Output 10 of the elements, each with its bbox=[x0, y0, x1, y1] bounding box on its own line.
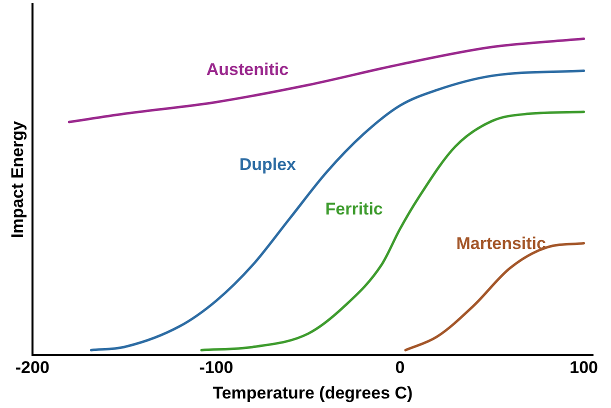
series-label: Austenitic bbox=[206, 60, 289, 80]
x-axis-title: Temperature (degrees C) bbox=[212, 383, 413, 402]
x-tick-label: -200 bbox=[15, 358, 50, 378]
y-axis-title: Impact Energy bbox=[8, 120, 27, 238]
x-tick-label: 0 bbox=[395, 358, 405, 378]
series-label: Duplex bbox=[239, 155, 297, 174]
x-tick-label: 100 bbox=[570, 358, 598, 378]
series-label: Martensitic bbox=[456, 234, 546, 254]
x-tick-label: -100 bbox=[199, 358, 234, 378]
series-label: Ferritic bbox=[325, 199, 383, 218]
